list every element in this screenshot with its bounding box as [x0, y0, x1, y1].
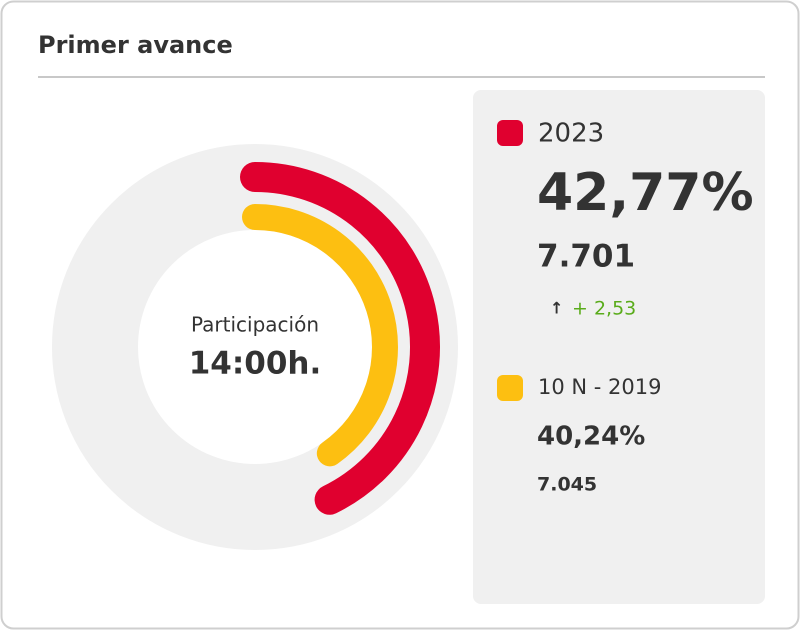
value-label: 40,24% — [537, 422, 645, 452]
center-value: 14:00h. — [189, 346, 322, 382]
value-label: 42,77% — [537, 163, 754, 223]
count-label: 7.701 — [537, 239, 635, 275]
center-label: Participación — [191, 313, 319, 337]
legend-label: 10 N - 2019 — [538, 375, 661, 399]
chart-title: Primer avance — [38, 31, 233, 59]
count-label: 7.045 — [537, 474, 597, 496]
legend-swatch — [497, 375, 523, 401]
legend-label: 2023 — [538, 119, 604, 149]
arc — [240, 162, 440, 515]
arc — [242, 204, 398, 467]
legend-swatch — [497, 120, 523, 146]
arrow-up: ↑ — [550, 299, 563, 318]
change-label: + 2,53 — [572, 298, 636, 320]
legend-panel — [473, 90, 765, 604]
